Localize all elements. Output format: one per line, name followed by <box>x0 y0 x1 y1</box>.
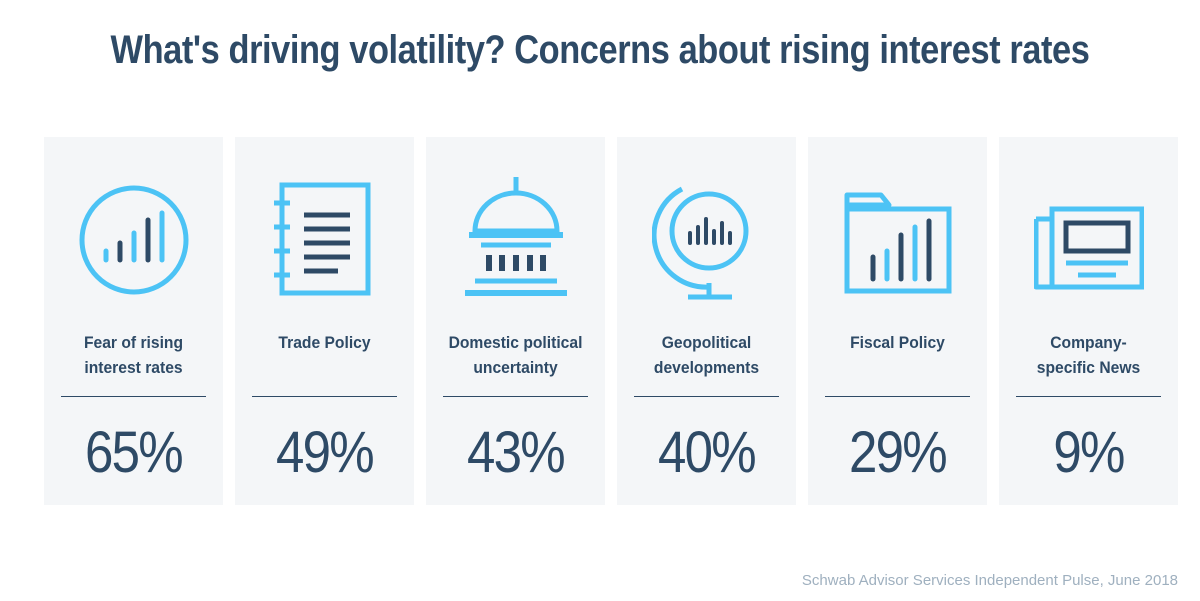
chart-title: What's driving volatility? Concerns abou… <box>110 28 1090 72</box>
value-label: 9% <box>1053 420 1125 485</box>
value-label: 65% <box>85 420 184 485</box>
card-fear-of-rising-rates: Fear of rising interest rates 65% <box>44 137 223 505</box>
globe-chart-icon <box>652 186 749 300</box>
value-label: 40% <box>658 420 757 485</box>
divider <box>443 396 588 397</box>
card-geopolitical: Geopolitical developments 40% <box>617 137 796 505</box>
category-label: Trade Policy <box>278 333 371 352</box>
cards-row: Fear of rising interest rates 65% Trade … <box>44 137 1178 505</box>
card-company-news: Company-specific News 9% <box>999 137 1178 505</box>
card-fiscal-policy: Fiscal Policy 29% <box>808 137 987 505</box>
value-label: 29% <box>849 420 948 485</box>
newspaper-icon <box>1034 206 1144 290</box>
capitol-dome-icon <box>465 177 567 296</box>
notebook-icon <box>274 182 371 296</box>
bar-chart-circle-icon <box>79 185 189 295</box>
divider <box>252 396 397 397</box>
folder-chart-icon <box>844 192 952 294</box>
card-trade-policy: Trade Policy 49% <box>235 137 414 505</box>
divider <box>634 396 779 397</box>
divider <box>825 396 970 397</box>
divider <box>61 396 206 397</box>
category-label: Company-specific News <box>1036 333 1141 377</box>
value-label: 43% <box>467 420 566 485</box>
category-label: Fiscal Policy <box>850 333 945 352</box>
value-label: 49% <box>276 420 375 485</box>
category-label: Geopolitical developments <box>653 333 760 377</box>
card-domestic-political: Domestic political uncertainty 43% <box>426 137 605 505</box>
divider <box>1016 396 1161 397</box>
category-label: Fear of rising interest rates <box>83 333 184 377</box>
source-note: Schwab Advisor Services Independent Puls… <box>801 572 1178 589</box>
category-label: Domestic political uncertainty <box>448 333 583 377</box>
